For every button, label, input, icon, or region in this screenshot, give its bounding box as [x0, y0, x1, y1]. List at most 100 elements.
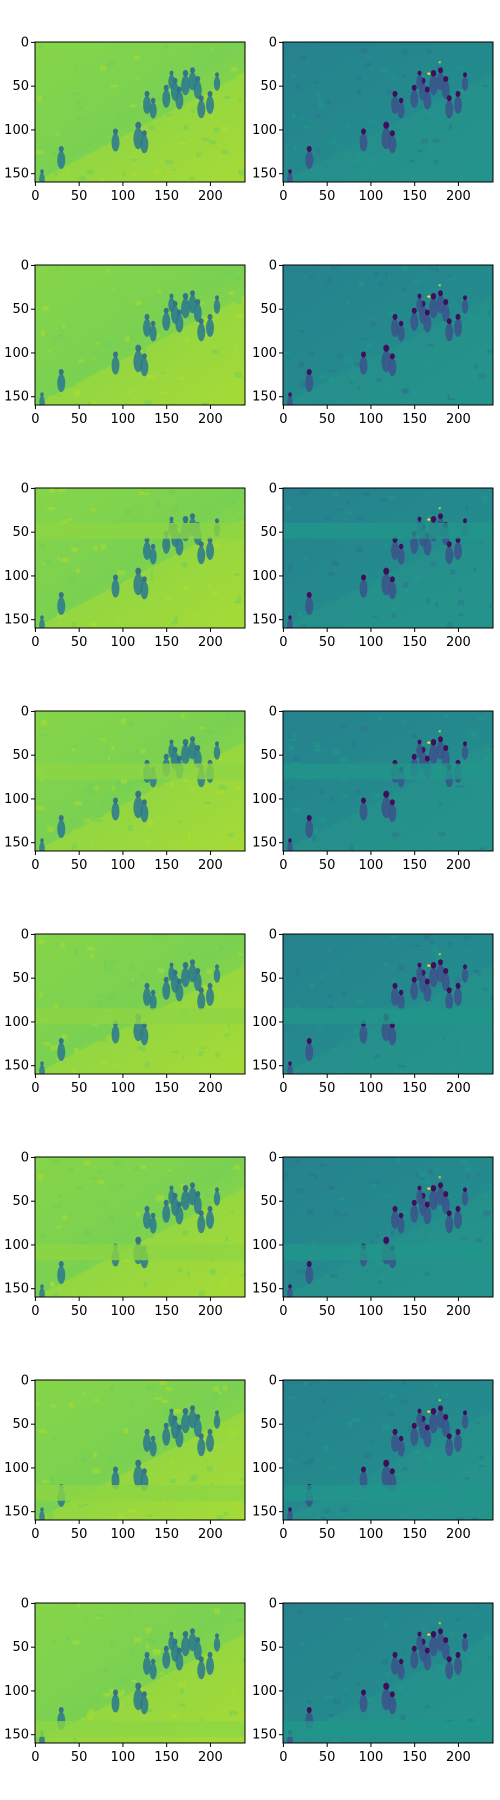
panel-left-row-3: 0 50 100 150 200 0 50 100 150	[4, 481, 246, 650]
x-tick-label: 0	[31, 189, 39, 204]
panel-left-row-4: 0 50 100 150 200 0 50 100 150	[4, 704, 246, 873]
y-tick-label: 150	[4, 1728, 29, 1743]
x-tick-label: 100	[111, 1750, 136, 1765]
panel-left-row-7: 0 50 100 150 200 0 50 100 150	[4, 1373, 246, 1542]
y-tick-label: 150	[252, 1505, 277, 1520]
panel-left-row-2: 0 50 100 150 200 0 50 100 150	[4, 258, 246, 427]
x-tick-label: 50	[71, 1304, 88, 1319]
x-tick-label: 0	[279, 189, 287, 204]
x-tick-label: 0	[279, 1081, 287, 1096]
x-tick-label: 200	[446, 1750, 471, 1765]
x-tick-label: 0	[31, 1081, 39, 1096]
image-content	[35, 488, 245, 628]
y-tick-label: 150	[4, 1505, 29, 1520]
x-tick-label: 150	[154, 1304, 179, 1319]
x-tick-label: 100	[111, 1304, 136, 1319]
y-tick-label: 0	[21, 927, 29, 942]
x-tick-label: 0	[31, 858, 39, 873]
image-content	[35, 1603, 245, 1743]
y-tick-label: 150	[4, 390, 29, 405]
y-tick-label: 0	[21, 1373, 29, 1388]
x-tick-label: 100	[359, 1081, 384, 1096]
y-tick-label: 100	[252, 123, 277, 138]
image-content	[283, 265, 493, 405]
x-tick-label: 150	[154, 1750, 179, 1765]
x-tick-label: 100	[359, 858, 384, 873]
x-tick-label: 150	[154, 412, 179, 427]
x-tick-label: 150	[154, 635, 179, 650]
x-tick-label: 200	[198, 412, 223, 427]
y-tick-label: 50	[12, 971, 29, 986]
y-tick-label: 100	[4, 1238, 29, 1253]
y-tick-label: 0	[269, 1150, 277, 1165]
x-tick-label: 150	[154, 189, 179, 204]
y-tick-label: 150	[4, 167, 29, 182]
x-tick-label: 100	[111, 858, 136, 873]
x-tick-label: 150	[402, 1527, 427, 1542]
panel-right-row-6: 0 50 100 150 200 0 50 100 150	[252, 1150, 494, 1319]
image-content	[283, 1603, 493, 1743]
image-content	[283, 42, 493, 182]
y-tick-label: 150	[252, 390, 277, 405]
image-content	[283, 1157, 493, 1297]
x-tick-label: 150	[154, 858, 179, 873]
panel-right-row-4: 0 50 100 150 200 0 50 100 150	[252, 704, 494, 873]
x-tick-label: 200	[198, 1304, 223, 1319]
y-tick-label: 50	[260, 1640, 277, 1655]
panel-right-row-2: 0 50 100 150 200 0 50 100 150	[252, 258, 494, 427]
x-tick-label: 200	[446, 1527, 471, 1542]
y-tick-label: 150	[252, 1282, 277, 1297]
x-tick-label: 200	[198, 1527, 223, 1542]
y-tick-label: 0	[269, 481, 277, 496]
y-tick-label: 150	[4, 1059, 29, 1074]
y-tick-label: 50	[12, 525, 29, 540]
y-tick-label: 150	[252, 613, 277, 628]
image-content	[35, 711, 245, 851]
y-tick-label: 100	[252, 346, 277, 361]
y-tick-label: 150	[252, 1728, 277, 1743]
y-tick-label: 0	[269, 927, 277, 942]
x-tick-label: 0	[31, 412, 39, 427]
x-tick-label: 200	[198, 189, 223, 204]
y-tick-label: 0	[21, 1596, 29, 1611]
y-tick-label: 150	[252, 836, 277, 851]
x-tick-label: 100	[359, 412, 384, 427]
y-tick-label: 50	[12, 1417, 29, 1432]
image-content	[283, 711, 493, 851]
panel-right-row-5: 0 50 100 150 200 0 50 100 150	[252, 927, 494, 1096]
image-content	[35, 42, 245, 182]
x-tick-label: 50	[319, 1527, 336, 1542]
panel-left-row-6: 0 50 100 150 200 0 50 100 150	[4, 1150, 246, 1319]
x-tick-label: 50	[71, 189, 88, 204]
x-tick-label: 200	[198, 635, 223, 650]
y-tick-label: 0	[269, 258, 277, 273]
image-content	[283, 1380, 493, 1520]
y-tick-label: 0	[21, 481, 29, 496]
y-tick-label: 150	[252, 1059, 277, 1074]
y-tick-label: 100	[252, 1238, 277, 1253]
x-tick-label: 100	[359, 1527, 384, 1542]
y-tick-label: 100	[4, 1015, 29, 1030]
x-tick-label: 200	[198, 858, 223, 873]
x-tick-label: 200	[446, 635, 471, 650]
x-tick-label: 0	[279, 858, 287, 873]
x-tick-label: 150	[402, 858, 427, 873]
y-tick-label: 0	[269, 1373, 277, 1388]
x-tick-label: 200	[446, 189, 471, 204]
y-tick-label: 100	[4, 792, 29, 807]
y-tick-label: 100	[4, 1461, 29, 1476]
x-tick-label: 150	[402, 1304, 427, 1319]
x-tick-label: 0	[31, 1527, 39, 1542]
panel-right-row-7: 0 50 100 150 200 0 50 100 150	[252, 1373, 494, 1542]
x-tick-label: 50	[319, 635, 336, 650]
x-tick-label: 0	[31, 1304, 39, 1319]
x-tick-label: 50	[319, 1304, 336, 1319]
x-tick-label: 0	[279, 412, 287, 427]
y-tick-label: 150	[4, 836, 29, 851]
y-tick-label: 50	[260, 302, 277, 317]
x-tick-label: 50	[319, 412, 336, 427]
panel-right-row-8: 0 50 100 150 200 0 50 100 150	[252, 1596, 494, 1765]
x-tick-label: 100	[111, 1081, 136, 1096]
x-tick-label: 50	[319, 858, 336, 873]
x-tick-label: 50	[71, 1750, 88, 1765]
